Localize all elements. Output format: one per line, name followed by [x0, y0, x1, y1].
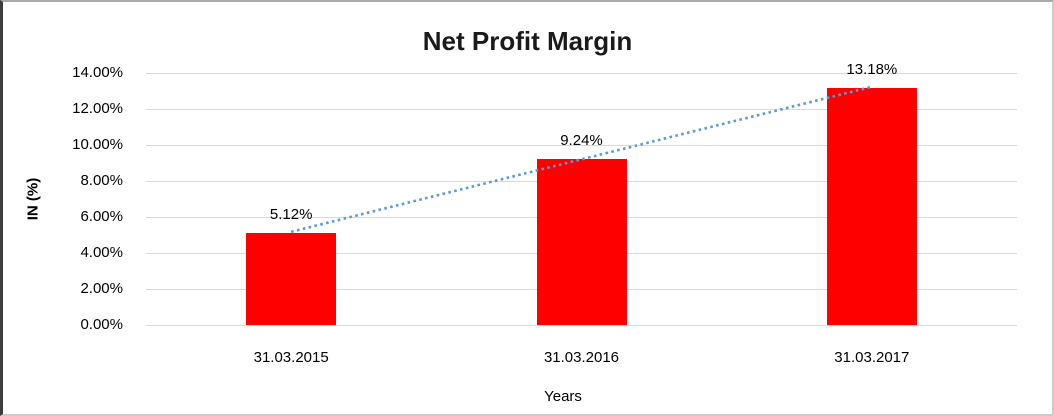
x-axis-title: Years [544, 388, 582, 405]
gridline [146, 324, 1017, 326]
x-axis-tick-label: 31.03.2017 [834, 349, 910, 366]
bar-data-label: 5.12% [269, 205, 313, 223]
bar-31.03.2017 [826, 87, 917, 325]
y-axis-tick-label: 10.00% [72, 136, 123, 153]
y-axis-tick-label: 6.00% [80, 208, 123, 225]
y-axis-tick-label: 0.00% [80, 316, 123, 333]
y-axis-tick-label: 12.00% [72, 100, 123, 117]
bar-data-label: 13.18% [846, 60, 898, 78]
bar-31.03.2015 [246, 232, 337, 325]
x-axis-tick-label: 31.03.2015 [253, 349, 329, 366]
chart-title: Net Profit Margin [422, 26, 633, 56]
y-axis-tick-label: 4.00% [80, 244, 123, 261]
y-axis-tick-label: 8.00% [80, 172, 123, 189]
bar-data-label: 9.24% [560, 131, 603, 149]
x-axis-tick-label: 31.03.2016 [543, 349, 620, 366]
y-axis-tick-label: 14.00% [72, 64, 123, 81]
bar-31.03.2016 [536, 158, 627, 325]
gridline [146, 72, 1017, 74]
y-axis-tick-label: 2.00% [80, 280, 123, 297]
